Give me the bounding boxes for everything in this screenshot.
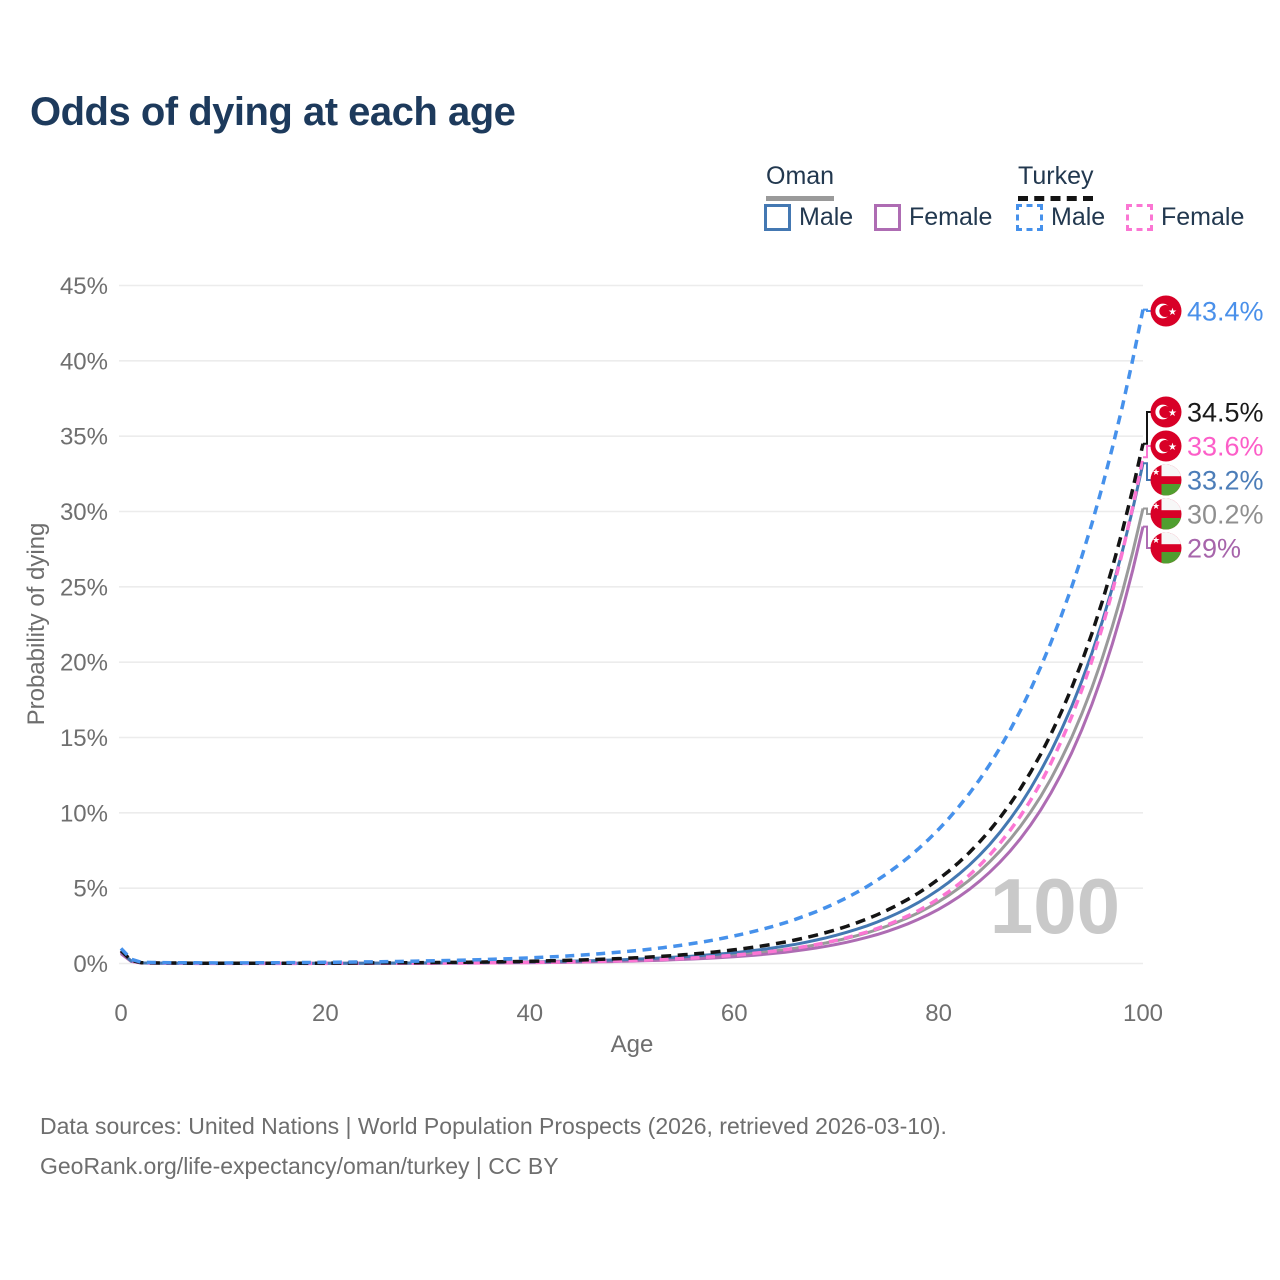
oman-female-swatch-icon	[874, 204, 901, 231]
legend-oman-header: Oman	[766, 162, 835, 201]
svg-text:★: ★	[1152, 501, 1160, 511]
svg-text:60: 60	[721, 1000, 748, 1027]
turkey-flag-icon: ★	[1150, 430, 1182, 462]
svg-text:★: ★	[1152, 467, 1160, 477]
svg-text:20: 20	[312, 1000, 339, 1027]
label-connector-oman_male	[1143, 462, 1152, 481]
y-axis-title: Probability of dying	[23, 523, 50, 726]
legend-item-turkey-male: Male	[1016, 203, 1105, 232]
legend-item-oman-female: Female	[874, 203, 992, 232]
svg-text:★: ★	[1168, 307, 1177, 318]
legend-item-oman-male: Male	[764, 203, 853, 232]
svg-text:0: 0	[114, 1000, 127, 1027]
turkey-flag-icon: ★	[1150, 295, 1182, 327]
oman-male-swatch-icon	[764, 204, 791, 231]
age-watermark: 100	[989, 862, 1120, 950]
legend-group-turkey: Turkey	[1018, 162, 1094, 201]
label-connector-oman_total	[1143, 507, 1152, 515]
footer: Data sources: United Nations | World Pop…	[40, 1106, 947, 1186]
end-label-oman_total: 30.2%	[1187, 500, 1264, 530]
svg-text:35%: 35%	[60, 424, 108, 451]
svg-text:100: 100	[1123, 1000, 1163, 1027]
oman-flag-icon: ★	[1150, 498, 1182, 530]
svg-text:80: 80	[925, 1000, 952, 1027]
end-label-turkey_male: 43.4%	[1187, 297, 1264, 327]
x-axis-title: Age	[611, 1031, 654, 1058]
turkey-flag-icon: ★	[1150, 396, 1182, 428]
legend-label: Male	[799, 203, 854, 231]
svg-text:★: ★	[1168, 442, 1177, 453]
label-connector-turkey_male	[1143, 308, 1152, 312]
svg-text:15%: 15%	[60, 725, 108, 752]
legend-group-oman: Oman	[766, 162, 835, 201]
turkey-male-swatch-icon	[1016, 204, 1043, 231]
svg-text:★: ★	[1168, 408, 1177, 419]
end-label-turkey_total: 34.5%	[1187, 398, 1264, 428]
legend-turkey-header: Turkey	[1018, 162, 1094, 201]
svg-text:20%: 20%	[60, 650, 108, 677]
attribution-line: GeoRank.org/life-expectancy/oman/turkey …	[40, 1153, 559, 1179]
oman-flag-icon: ★	[1150, 532, 1182, 564]
svg-text:40%: 40%	[60, 348, 108, 375]
svg-text:10%: 10%	[60, 800, 108, 827]
y-tick-labels: 0% 5% 10% 15% 20% 25% 30% 35% 40% 45%	[60, 273, 108, 978]
x-tick-labels: 0 20 40 60 80 100	[114, 1000, 1163, 1027]
legend-item-turkey-female: Female	[1126, 203, 1244, 232]
svg-text:45%: 45%	[60, 273, 108, 300]
page-title: Odds of dying at each age	[30, 90, 516, 134]
oman-flag-icon: ★	[1150, 464, 1182, 496]
label-connector-oman_female	[1143, 525, 1152, 549]
legend-label: Male	[1051, 203, 1106, 231]
legend-label: Female	[1161, 203, 1245, 231]
data-source-line: Data sources: United Nations | World Pop…	[40, 1113, 947, 1139]
series-line-turkey_male	[119, 309, 1145, 965]
end-label-oman_male: 33.2%	[1187, 466, 1264, 496]
svg-text:5%: 5%	[73, 876, 108, 903]
svg-text:25%: 25%	[60, 574, 108, 601]
end-label-turkey_female: 33.6%	[1187, 432, 1264, 462]
legend-label: Female	[909, 203, 993, 231]
label-connector-turkey_total	[1143, 411, 1152, 445]
end-label-oman_female: 29%	[1187, 534, 1241, 564]
svg-text:0%: 0%	[73, 951, 108, 978]
svg-text:40: 40	[516, 1000, 543, 1027]
turkey-female-swatch-icon	[1126, 204, 1153, 231]
svg-text:★: ★	[1152, 535, 1160, 545]
label-connector-turkey_female	[1143, 445, 1152, 459]
svg-text:30%: 30%	[60, 499, 108, 526]
